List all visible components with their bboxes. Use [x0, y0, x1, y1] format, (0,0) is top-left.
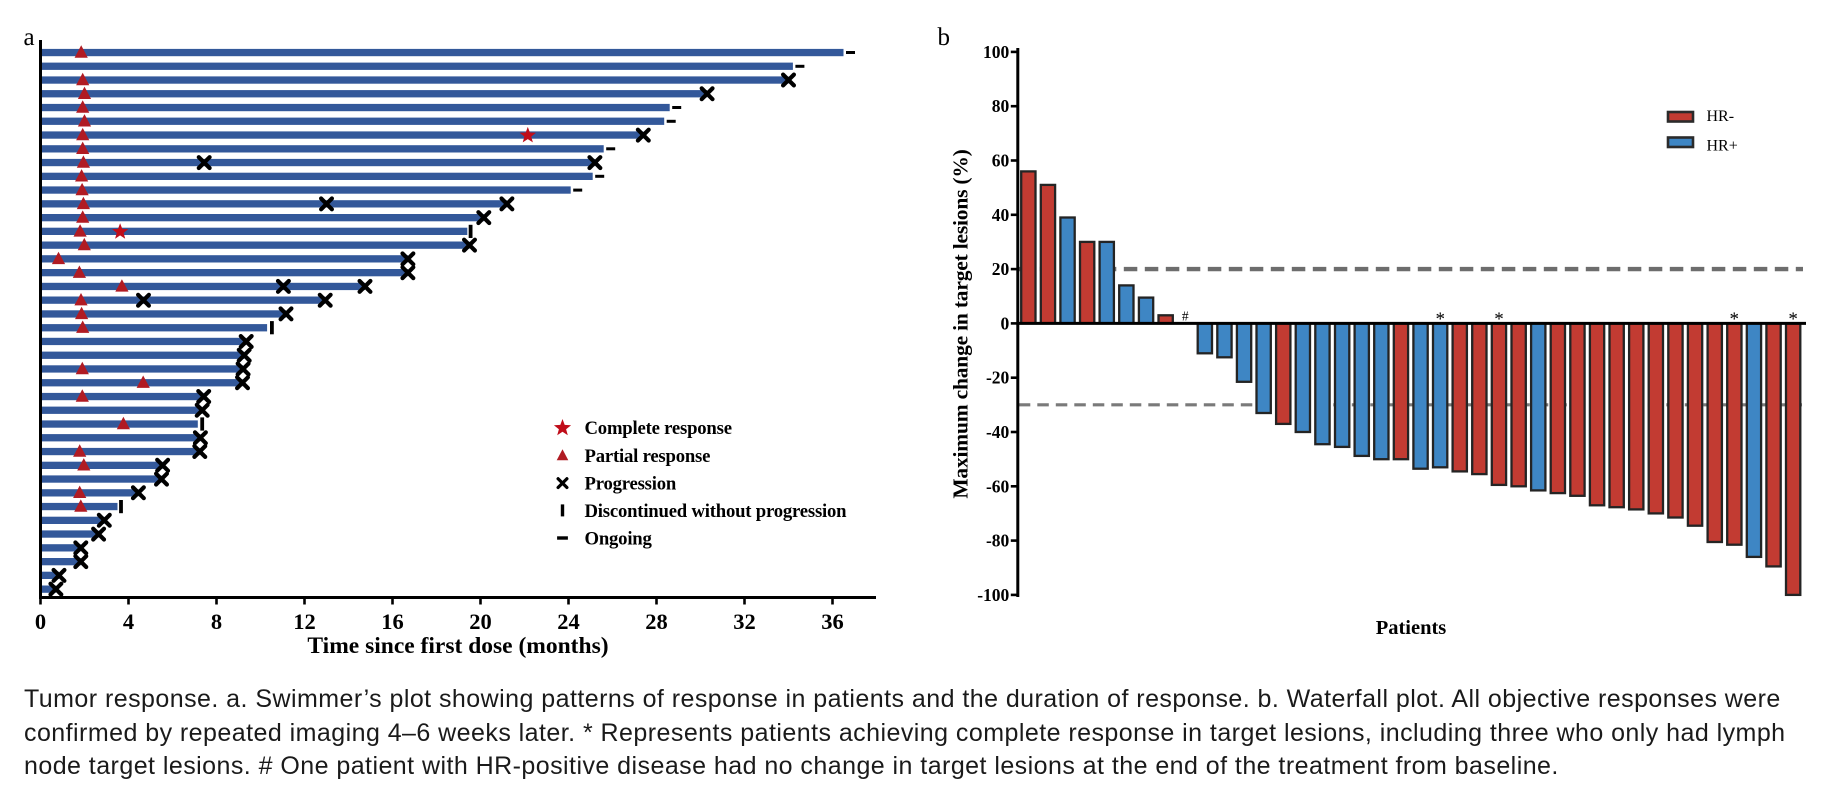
- svg-text:36: 36: [821, 609, 844, 634]
- svg-text:-20: -20: [986, 368, 1010, 388]
- svg-text:*: *: [1435, 309, 1445, 330]
- svg-text:Time since first dose (months): Time since first dose (months): [307, 633, 608, 659]
- svg-text:100: 100: [983, 42, 1010, 62]
- svg-text:32: 32: [733, 609, 756, 634]
- svg-text:Ongoing: Ongoing: [585, 529, 653, 550]
- svg-text:#: #: [1182, 309, 1189, 324]
- svg-text:HR+: HR+: [1707, 138, 1738, 155]
- svg-text:8: 8: [211, 609, 222, 634]
- svg-text:a: a: [24, 24, 35, 51]
- svg-text:HR-: HR-: [1707, 108, 1735, 125]
- svg-text:Maximum change in target lesio: Maximum change in target lesions (%): [949, 149, 973, 498]
- svg-text:b: b: [938, 24, 951, 51]
- svg-text:-80: -80: [986, 531, 1010, 551]
- svg-text:*: *: [1788, 309, 1798, 330]
- svg-text:Partial response: Partial response: [585, 446, 711, 467]
- svg-text:Discontinued without progressi: Discontinued without progression: [585, 501, 848, 522]
- svg-text:Complete response: Complete response: [585, 418, 732, 439]
- svg-text:-100: -100: [977, 585, 1009, 605]
- svg-text:20: 20: [469, 609, 492, 634]
- svg-text:80: 80: [992, 96, 1010, 116]
- svg-text:-40: -40: [986, 422, 1010, 442]
- svg-text:Patients: Patients: [1376, 617, 1447, 639]
- svg-text:24: 24: [557, 609, 580, 634]
- svg-text:28: 28: [645, 609, 668, 634]
- svg-text:60: 60: [992, 151, 1010, 171]
- svg-text:*: *: [1494, 309, 1504, 330]
- svg-text:0: 0: [1001, 313, 1010, 333]
- svg-text:4: 4: [123, 609, 134, 634]
- svg-text:Progression: Progression: [585, 474, 677, 495]
- svg-text:16: 16: [381, 609, 404, 634]
- svg-text:20: 20: [992, 259, 1010, 279]
- svg-text:12: 12: [293, 609, 316, 634]
- svg-text:*: *: [1730, 309, 1740, 330]
- svg-text:40: 40: [992, 205, 1010, 225]
- svg-text:0: 0: [35, 609, 46, 634]
- svg-text:-60: -60: [986, 476, 1010, 496]
